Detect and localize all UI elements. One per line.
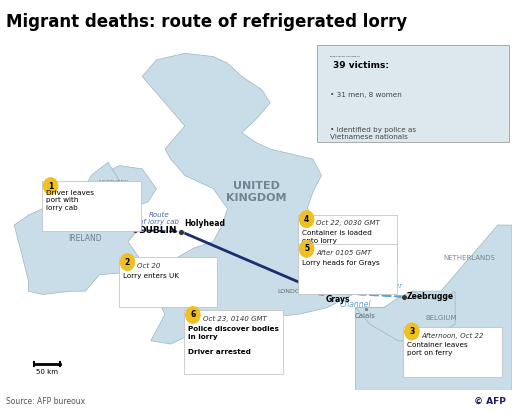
Text: Purfleet
docks: Purfleet docks [323,277,355,290]
Text: 4: 4 [304,215,309,223]
Text: Grays: Grays [326,295,350,304]
Text: UNITED
KINGDOM: UNITED KINGDOM [226,181,286,203]
Text: IRELAND: IRELAND [69,234,102,243]
Text: FRANCE: FRANCE [407,352,446,362]
Polygon shape [80,166,157,209]
Text: 6: 6 [190,311,196,319]
Text: 2: 2 [125,258,130,266]
FancyBboxPatch shape [317,45,509,142]
Text: Oct 20: Oct 20 [137,263,160,269]
Text: LONDON: LONDON [278,289,305,294]
Circle shape [300,241,314,257]
Text: Zeebrugge: Zeebrugge [407,292,454,301]
FancyBboxPatch shape [298,244,396,294]
Text: Source: AFP bureoux: Source: AFP bureoux [6,397,86,406]
FancyBboxPatch shape [403,327,502,377]
Text: Route
of lorry cab: Route of lorry cab [139,212,179,225]
Text: DUBLIN: DUBLIN [138,225,176,235]
Text: Route of container: Route of container [337,283,402,289]
Text: NORTHERN
IRELAND
(UK): NORTHERN IRELAND (UK) [99,180,129,197]
Text: After 0105 GMT: After 0105 GMT [316,250,372,256]
FancyBboxPatch shape [42,181,140,231]
Circle shape [186,307,200,323]
Text: 5: 5 [304,244,309,253]
Text: 50 km: 50 km [36,369,58,375]
Text: Container leaves
port on ferry: Container leaves port on ferry [408,342,468,356]
Text: Calais: Calais [355,313,376,319]
Text: NETHERLANDS: NETHERLANDS [443,255,495,261]
Text: BELGIUM: BELGIUM [425,315,457,320]
Circle shape [44,178,58,195]
Text: • Identified by police as
Vietnamese nationals: • Identified by police as Vietnamese nat… [330,127,416,140]
Text: Migrant deaths: route of refrigerated lorry: Migrant deaths: route of refrigerated lo… [330,56,360,57]
FancyBboxPatch shape [184,310,283,374]
Polygon shape [14,162,142,294]
Text: 1: 1 [48,182,53,190]
Polygon shape [355,225,512,390]
Polygon shape [355,291,455,341]
Circle shape [300,211,314,228]
FancyBboxPatch shape [298,214,396,264]
Text: Migrant deaths: route of refrigerated lorry: Migrant deaths: route of refrigerated lo… [6,13,408,31]
Text: 39 victims:: 39 victims: [333,61,389,70]
Text: 3: 3 [409,327,415,336]
Text: Afternoon, Oct 22: Afternoon, Oct 22 [421,332,484,339]
Text: © AFP: © AFP [474,397,506,406]
Text: Channel: Channel [340,300,371,309]
Text: Lorry enters UK: Lorry enters UK [123,273,179,279]
Text: Lorry heads for Grays: Lorry heads for Grays [302,260,380,266]
Text: Oct 23, 0140 GMT: Oct 23, 0140 GMT [203,316,266,322]
FancyBboxPatch shape [119,257,217,307]
Text: Holyhead: Holyhead [184,219,225,228]
Text: Driver leaves
port with
lorry cab: Driver leaves port with lorry cab [46,190,94,211]
Circle shape [120,254,135,271]
Text: Police discover bodies
in lorry

Driver arrested: Police discover bodies in lorry Driver a… [188,326,279,355]
Text: Oct 22, 0030 GMT: Oct 22, 0030 GMT [316,220,380,226]
Polygon shape [142,53,364,344]
Text: • 31 men, 8 women: • 31 men, 8 women [330,92,402,98]
Text: Container is loaded
onto lorry: Container is loaded onto lorry [302,230,372,244]
Circle shape [405,323,419,340]
